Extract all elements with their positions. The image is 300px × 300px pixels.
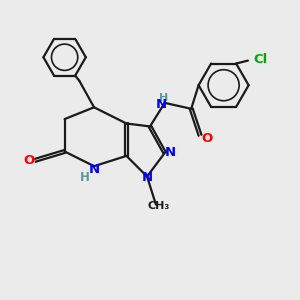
Text: H: H [80,171,90,184]
Text: N: N [164,146,175,159]
Text: H: H [159,93,168,103]
Text: O: O [24,154,35,167]
Text: N: N [142,172,153,184]
Text: CH₃: CH₃ [148,201,170,211]
Text: N: N [88,163,100,176]
Text: N: N [156,98,167,111]
Text: O: O [202,132,213,145]
Text: Cl: Cl [254,52,268,66]
